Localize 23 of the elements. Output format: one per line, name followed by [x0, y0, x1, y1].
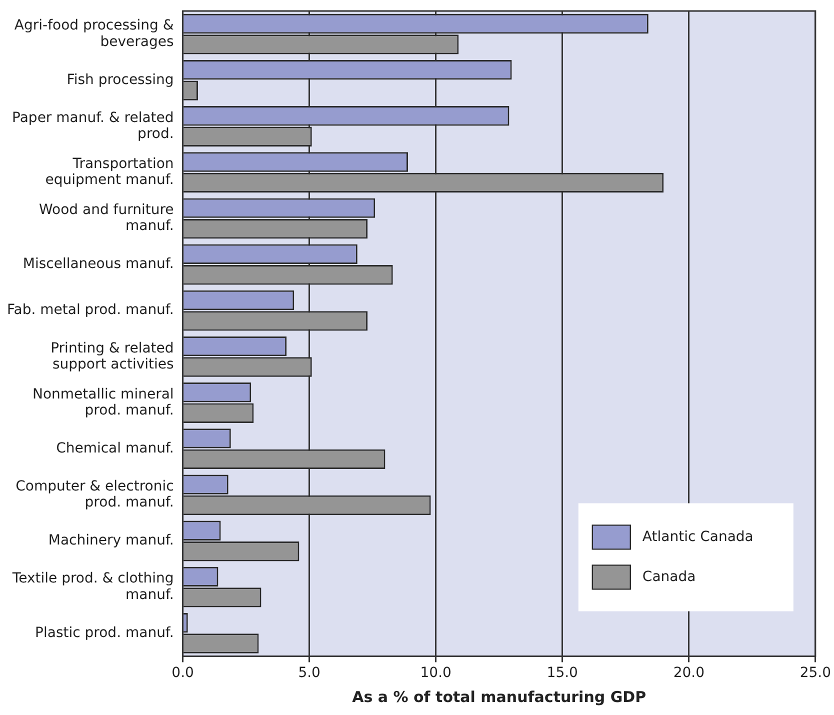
y-tick-label: Fab. metal prod. manuf. — [6, 302, 174, 318]
legend-label: Canada — [642, 568, 696, 585]
y-tick-label: Nonmetallic mineral prod. manuf. — [32, 386, 174, 418]
y-tick-label: Computer & electronic prod. manuf. — [16, 478, 174, 511]
x-axis-title: As a % of total manufacturing GDP — [352, 688, 646, 706]
y-tick-label: Miscellaneous manuf. — [22, 256, 174, 272]
x-tick-label: 10.0 — [420, 665, 452, 682]
y-tick-label: Paper manuf. & related prod. — [12, 110, 174, 142]
y-tick-label: Fish processing — [66, 72, 174, 88]
legend-label: Atlantic Canada — [642, 528, 754, 545]
x-tick-label: 0.0 — [172, 665, 194, 682]
y-tick-label: Machinery manuf. — [48, 532, 174, 549]
y-tick-label: Transportation equipment manuf. — [45, 156, 174, 188]
x-tick-label: 15.0 — [546, 665, 578, 682]
y-tick-label: Textile prod. & clothing manuf. — [11, 570, 174, 603]
y-tick-label: Plastic prod. manuf. — [35, 624, 174, 641]
y-tick-label: Wood and furniture manuf. — [39, 202, 174, 234]
y-tick-label: Chemical manuf. — [56, 440, 174, 456]
x-tick-label: 5.0 — [298, 665, 320, 682]
x-tick-label: 25.0 — [800, 665, 831, 682]
x-tick-label: 20.0 — [673, 665, 704, 682]
y-tick-label: Printing & related support activities — [50, 340, 174, 372]
y-tick-label: Agri-food processing & beverages — [14, 18, 174, 50]
